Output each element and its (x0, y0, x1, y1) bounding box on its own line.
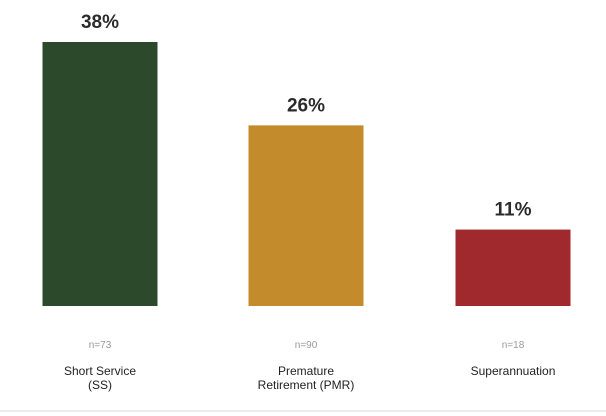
category-label-3: Superannuation (471, 364, 556, 378)
bar-1 (42, 42, 158, 306)
sample-size-label-3: n=18 (502, 340, 525, 351)
category-label-3-line-1: Superannuation (471, 364, 556, 378)
value-label-1: 38% (81, 12, 119, 33)
category-label-1-line-2: (SS) (88, 378, 112, 392)
category-label-1: Short Service (SS) (64, 364, 136, 392)
category-label-2-line-1: Premature (278, 364, 334, 378)
value-label-3: 11% (495, 200, 532, 221)
bar-2 (248, 125, 364, 306)
sample-size-label-2: n=90 (295, 340, 318, 351)
category-label-1-line-1: Short Service (64, 364, 136, 378)
category-label-2: Premature Retirement (PMR) (258, 364, 355, 392)
bar-3 (455, 229, 571, 306)
category-label-2-line-2: Retirement (PMR) (258, 378, 355, 392)
bottom-divider (0, 410, 606, 412)
sample-size-label-1: n=73 (89, 340, 112, 351)
value-label-2: 26% (287, 95, 325, 116)
